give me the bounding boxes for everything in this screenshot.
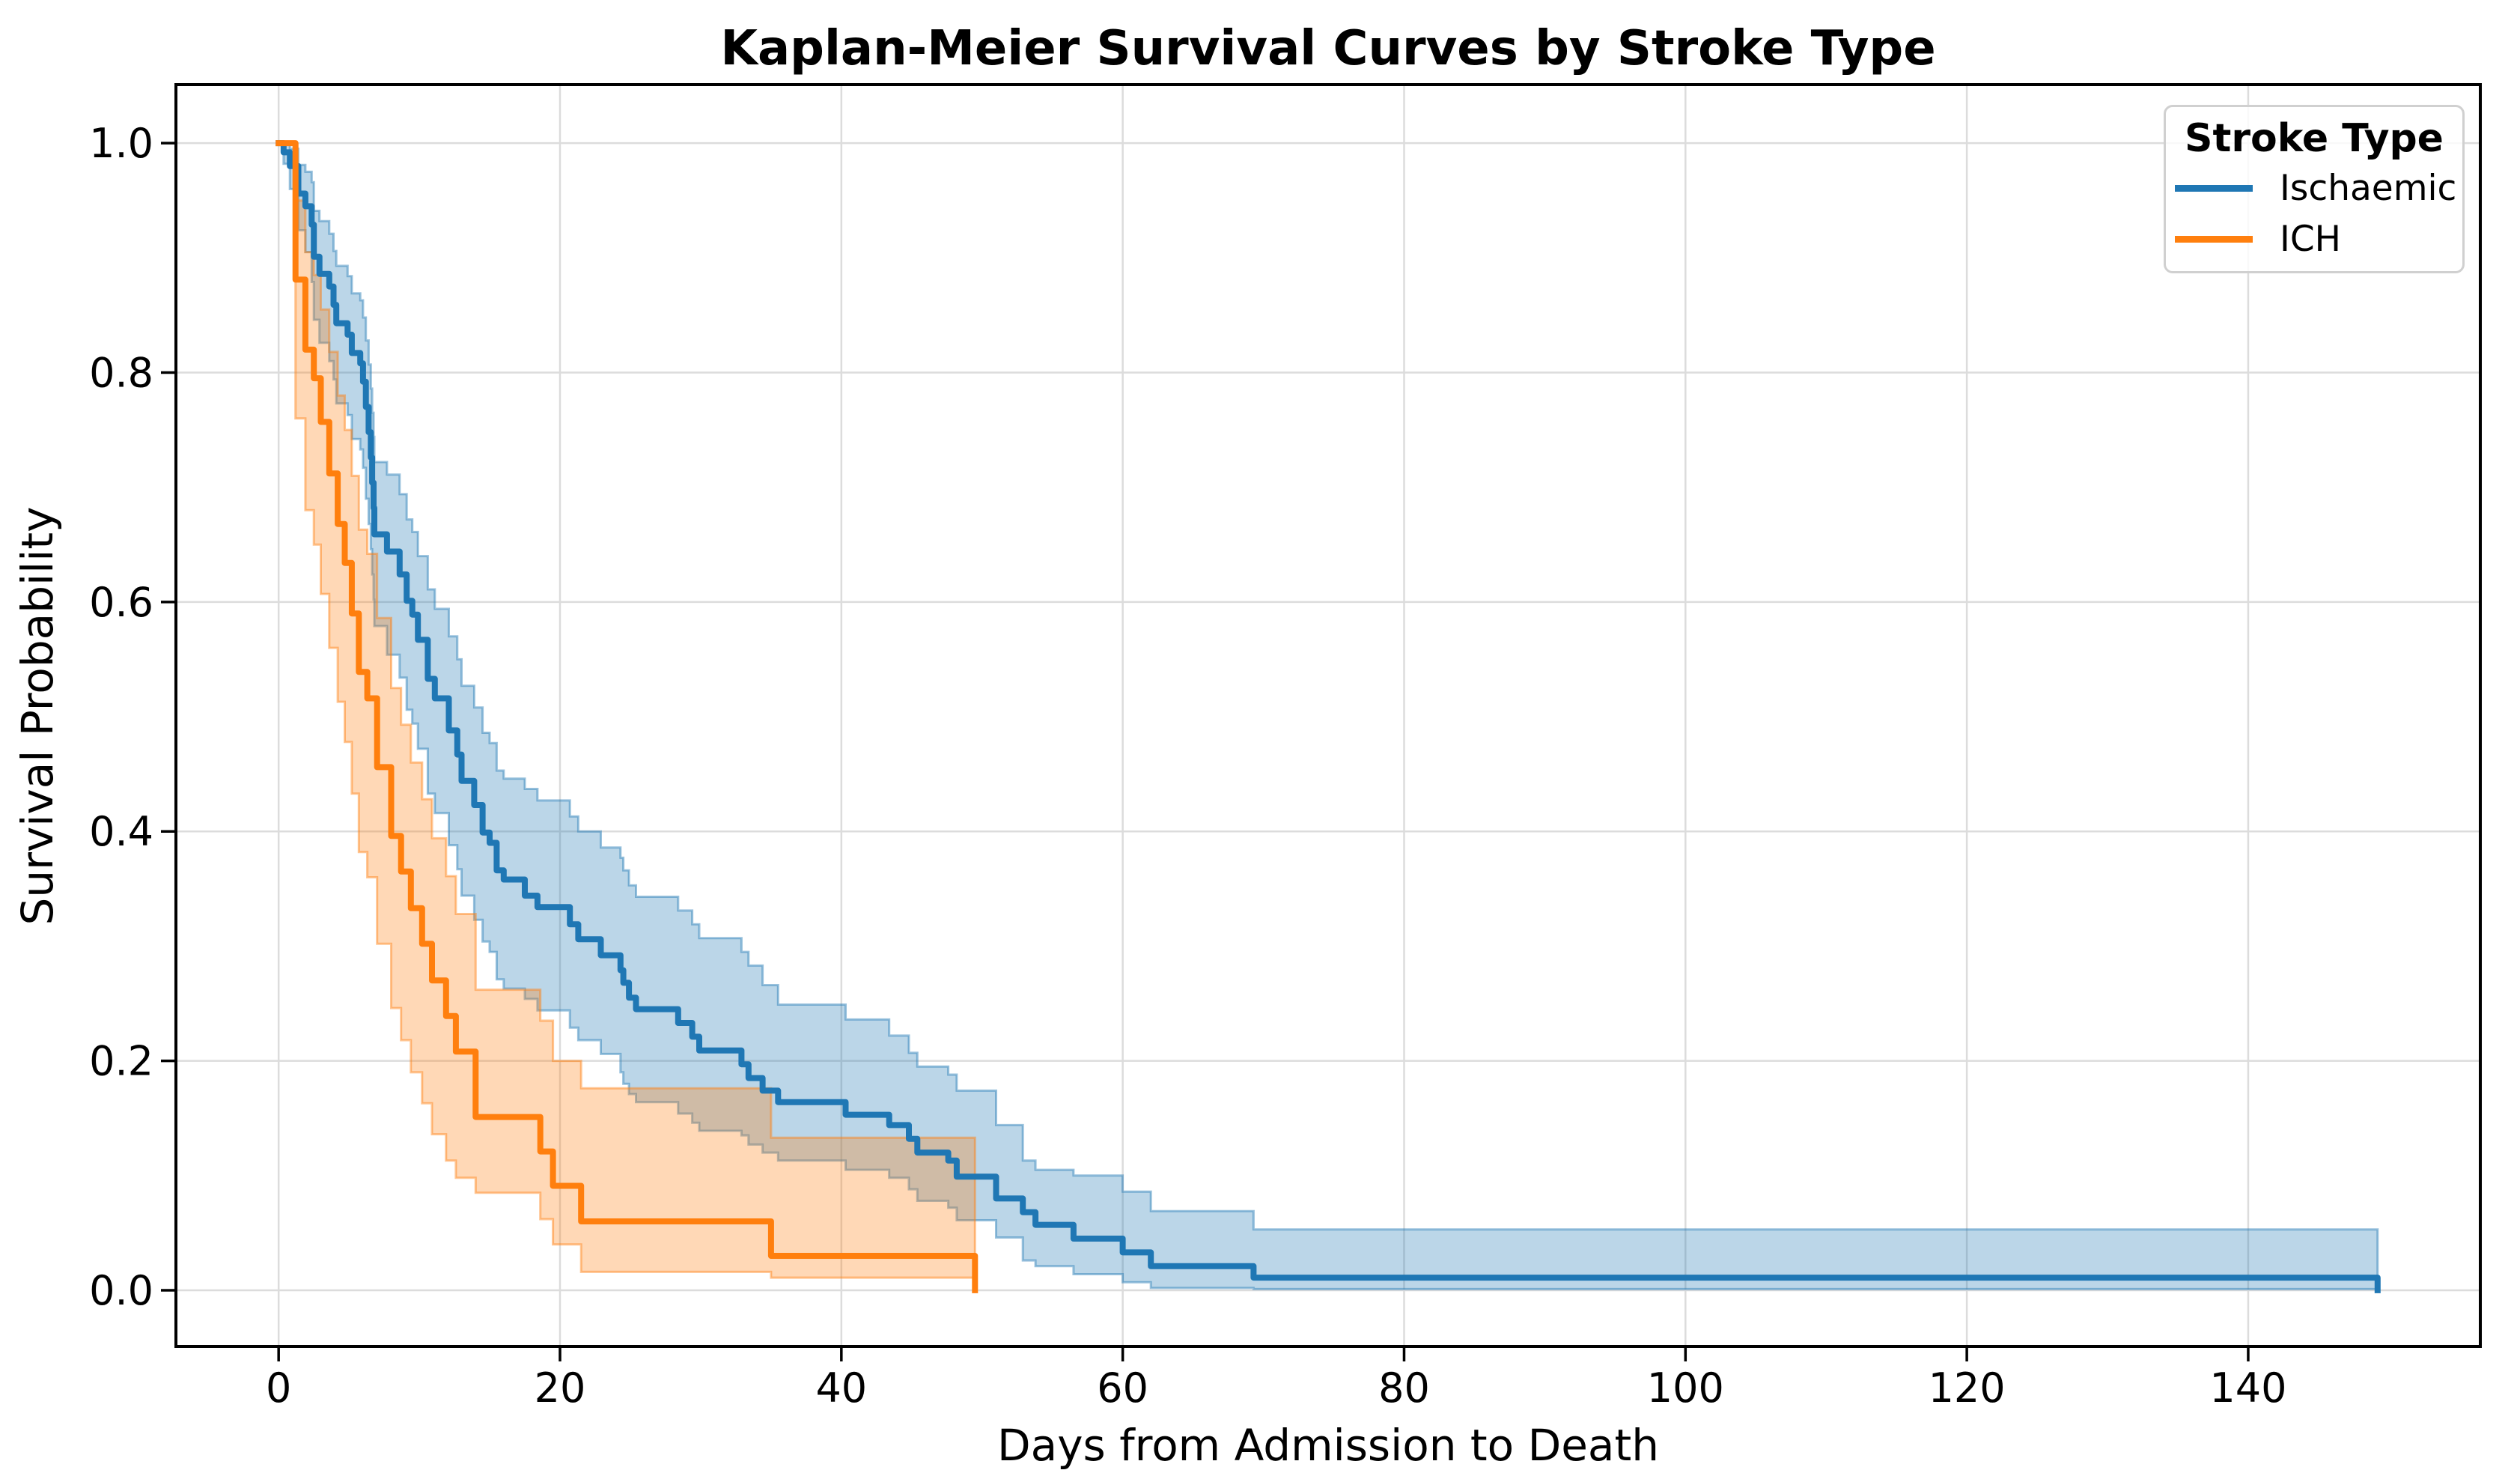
x-tick-label: 140	[2209, 1364, 2286, 1412]
legend: Stroke Type Ischaemic ICH	[2164, 105, 2465, 273]
y-tick-label: 0.8	[89, 349, 153, 396]
ischaemic-line-swatch	[2175, 184, 2253, 192]
y-tick-label: 0.6	[89, 579, 153, 626]
legend-item-ich: ICH	[2166, 213, 2462, 264]
chart-layer: 0 20 40 60 80 100 120 140 0.0 0.2 0.4 0.6 0.8 1.0	[89, 83, 2482, 1412]
x-tick-label: 120	[1929, 1364, 2006, 1412]
legend-item-ischaemic: Ischaemic	[2166, 163, 2462, 213]
ich-ci-band	[279, 142, 976, 1279]
x-tick-label: 0	[266, 1364, 291, 1412]
x-tick-label: 60	[1097, 1364, 1148, 1412]
chart-title: Kaplan-Meier Survival Curves by Stroke T…	[720, 21, 1935, 76]
legend-label-ischaemic: Ischaemic	[2280, 167, 2457, 209]
x-tick-label: 100	[1647, 1364, 1724, 1412]
ich-line-swatch	[2175, 235, 2253, 243]
axis-spines	[174, 83, 2482, 1348]
x-axis-label: Days from Admission to Death	[997, 1420, 1659, 1471]
ischaemic-curve	[276, 140, 2381, 1293]
legend-label-ich: ICH	[2280, 218, 2342, 260]
y-tick-label: 0.2	[89, 1038, 153, 1085]
x-tick-label: 40	[815, 1364, 867, 1412]
x-tick-label: 80	[1378, 1364, 1430, 1412]
y-tick-label: 0.4	[89, 808, 153, 855]
y-tick-label: 1.0	[89, 120, 153, 167]
y-axis-label: Survival Probability	[12, 507, 63, 926]
legend-title: Stroke Type	[2185, 116, 2444, 161]
x-tick-label: 20	[535, 1364, 586, 1412]
y-tick-label: 0.0	[89, 1267, 153, 1314]
ich-curve	[276, 140, 979, 1293]
